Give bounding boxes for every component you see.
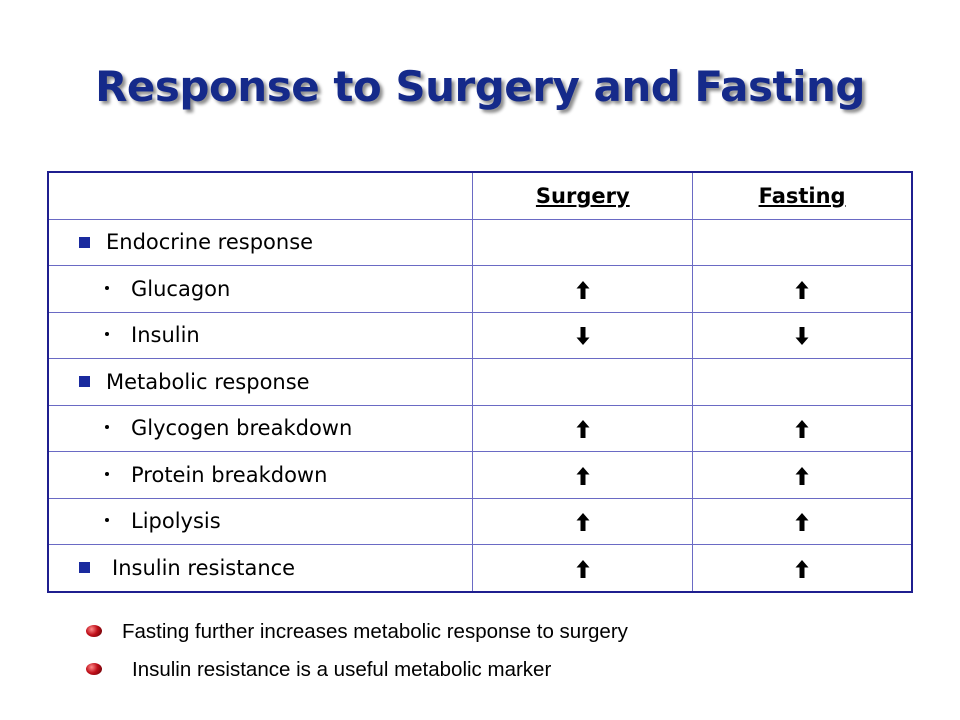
surgery-cell [472, 358, 694, 406]
surgery-cell [472, 218, 694, 266]
dot-bullet-icon [105, 285, 109, 290]
row-label: Endocrine response [106, 230, 314, 255]
table-row: Insulin [47, 311, 913, 359]
up-arrow-icon [795, 509, 809, 533]
row-label-cell: Glycogen breakdown [47, 404, 474, 452]
header-surgery: Surgery [472, 171, 694, 220]
row-label-cell: Protein breakdown [47, 451, 474, 499]
fasting-cell [692, 404, 913, 452]
table-row: Endocrine response [47, 218, 913, 266]
table-row: Glucagon [47, 265, 913, 313]
fasting-cell [692, 311, 913, 359]
down-arrow-icon [795, 323, 809, 347]
row-label: Glucagon [131, 276, 231, 301]
surgery-cell [472, 404, 694, 452]
fasting-cell [692, 544, 913, 592]
square-bullet-icon [79, 562, 90, 574]
fasting-cell [692, 451, 913, 499]
down-arrow-icon [576, 323, 590, 347]
red-bullet-icon [86, 625, 102, 637]
fasting-cell [692, 265, 913, 313]
header-fasting: Fasting [692, 171, 913, 220]
row-label-cell: Glucagon [47, 265, 474, 313]
slide-title: Response to Surgery and Fasting [95, 62, 865, 111]
up-arrow-icon [795, 277, 809, 301]
row-label-cell: Insulin [47, 311, 474, 359]
red-bullet-icon [86, 663, 102, 675]
dot-bullet-icon [105, 471, 109, 476]
surgery-cell [472, 544, 694, 592]
row-label-cell: Insulin resistance [47, 544, 474, 592]
row-label: Glycogen breakdown [131, 416, 353, 441]
row-label-cell: Metabolic response [47, 358, 474, 406]
surgery-cell [472, 497, 694, 545]
dot-bullet-icon [105, 518, 109, 523]
table-row: Glycogen breakdown [47, 404, 913, 452]
up-arrow-icon [576, 277, 590, 301]
table-header-row: Surgery Fasting [47, 171, 913, 220]
square-bullet-icon [79, 376, 90, 388]
fasting-cell [692, 358, 913, 406]
up-arrow-icon [576, 416, 590, 440]
row-label: Protein breakdown [131, 462, 328, 487]
row-label-cell: Endocrine response [47, 218, 474, 266]
row-label: Metabolic response [106, 369, 310, 394]
fasting-cell [692, 218, 913, 266]
header-empty-cell [47, 171, 474, 220]
row-label-cell: Lipolysis [47, 497, 474, 545]
up-arrow-icon [576, 509, 590, 533]
surgery-cell [472, 311, 694, 359]
table-row: Insulin resistance [47, 544, 913, 592]
table-body: Endocrine response Glucagon Insulin Metabol… [47, 218, 913, 592]
fasting-cell [692, 497, 913, 545]
surgery-cell [472, 451, 694, 499]
dot-bullet-icon [105, 332, 109, 337]
note-text: Fasting further increases metabolic resp… [122, 620, 628, 643]
row-label: Insulin resistance [112, 555, 296, 580]
row-label: Lipolysis [131, 509, 221, 534]
up-arrow-icon [576, 463, 590, 487]
up-arrow-icon [795, 416, 809, 440]
table-row: Metabolic response [47, 358, 913, 406]
square-bullet-icon [79, 236, 90, 248]
comparison-table: Surgery Fasting Endocrine response Glucag… [47, 171, 913, 593]
surgery-cell [472, 265, 694, 313]
dot-bullet-icon [105, 425, 109, 430]
up-arrow-icon [576, 556, 590, 580]
up-arrow-icon [795, 556, 809, 580]
table-row: Lipolysis [47, 497, 913, 545]
up-arrow-icon [795, 463, 809, 487]
note-text: Insulin resistance is a useful metabolic… [132, 658, 552, 681]
row-label: Insulin [131, 323, 200, 348]
table-row: Protein breakdown [47, 451, 913, 499]
